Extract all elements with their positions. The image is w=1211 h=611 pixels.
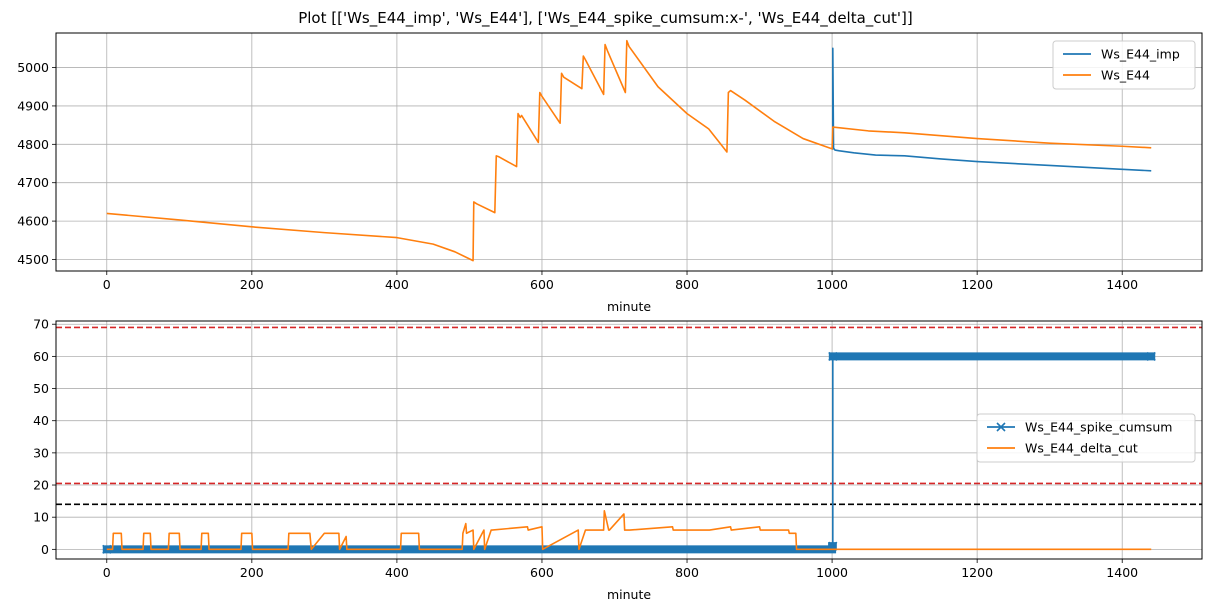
data-point-marker <box>828 351 838 361</box>
y-tick-label: 70 <box>33 317 49 332</box>
x-tick-label: 200 <box>240 565 264 580</box>
axes-frame <box>55 320 1203 560</box>
x-tick-label: 1000 <box>816 277 848 292</box>
y-tick-label: 4500 <box>17 252 49 267</box>
x-tick-label: 0 <box>103 565 111 580</box>
y-tick-label: 4900 <box>17 98 49 113</box>
plot-area <box>106 39 1152 262</box>
x-tick-label: 1200 <box>961 277 993 292</box>
y-tick-label: 60 <box>33 349 49 364</box>
y-tick-label: 40 <box>33 413 49 428</box>
y-tick-label: 0 <box>41 542 49 557</box>
y-tick-label: 5000 <box>17 60 49 75</box>
x-tick-label: 600 <box>530 565 554 580</box>
x-tick-label: 1400 <box>1106 277 1138 292</box>
legend-box <box>976 413 1196 463</box>
x-tick-label: 800 <box>675 565 699 580</box>
marker-band <box>828 352 1156 361</box>
y-tick-label: 4800 <box>17 137 49 152</box>
series-line-Ws_E44 <box>106 39 1152 262</box>
marker-band <box>102 545 837 554</box>
y-tick-label: 4700 <box>17 175 49 190</box>
legend-box <box>1052 40 1196 90</box>
x-tick-label: 800 <box>675 277 699 292</box>
axes-frame <box>55 32 1203 272</box>
legend-label: Ws_E44_imp <box>1101 47 1180 62</box>
x-tick-label: 400 <box>385 565 409 580</box>
legend: Ws_E44_imp Ws_E44 <box>1052 40 1196 90</box>
top-axes: 0 200 400 600 800 1000 1200 1400 4500 4600 4700 480… <box>17 32 1203 314</box>
y-tick-label: 4600 <box>17 214 49 229</box>
x-tick-label: 400 <box>385 277 409 292</box>
y-tick-label: 10 <box>33 510 49 525</box>
x-axis-label: minute <box>607 299 651 314</box>
y-tick-label: 20 <box>33 478 49 493</box>
series-Ws_E44 <box>106 39 1152 262</box>
y-tick-label: 30 <box>33 445 49 460</box>
x-tick-label: 0 <box>103 277 111 292</box>
plot-area <box>56 326 1202 554</box>
series-Ws_E44_delta_cut <box>106 509 1152 551</box>
x-tick-label: 1000 <box>816 565 848 580</box>
legend-label: Ws_E44_delta_cut <box>1025 441 1138 456</box>
bottom-axes: 0 200 400 600 800 1000 1200 1400 0 10 20 30 40 50 60 70… <box>33 317 1203 602</box>
legend: Ws_E44_spike_cumsum Ws_E44_delta_cut <box>976 413 1196 463</box>
x-tick-label: 1200 <box>961 565 993 580</box>
series-line-Ws_E44_imp <box>832 47 1152 172</box>
y-tick-label: 50 <box>33 381 49 396</box>
series-Ws_E44_imp <box>832 47 1152 172</box>
legend-marker <box>996 422 1006 432</box>
series-line-Ws_E44_delta_cut <box>106 509 1152 551</box>
x-tick-label: 600 <box>530 277 554 292</box>
x-tick-label: 1400 <box>1106 565 1138 580</box>
figure-title: Plot [['Ws_E44_imp', 'Ws_E44'], ['Ws_E44… <box>298 9 913 28</box>
x-tick-label: 200 <box>240 277 264 292</box>
legend-label: Ws_E44_spike_cumsum <box>1025 420 1172 435</box>
data-point-marker <box>1146 351 1156 361</box>
legend-label: Ws_E44 <box>1101 68 1150 83</box>
x-axis-label: minute <box>607 587 651 602</box>
